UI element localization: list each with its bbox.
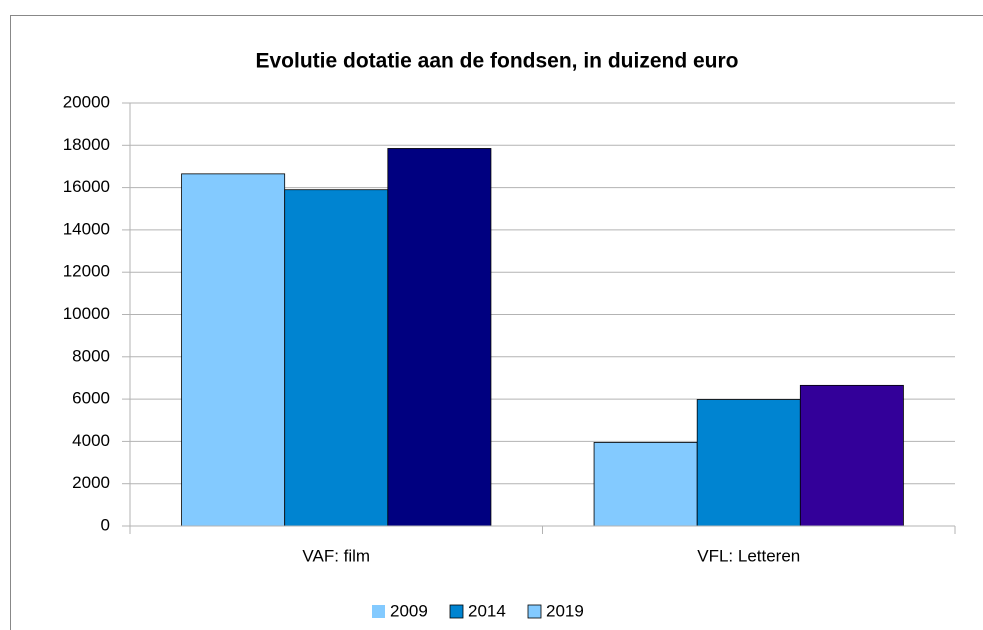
y-tick-label: 6000 bbox=[72, 389, 110, 408]
x-tick-label: VAF: film bbox=[302, 546, 370, 565]
legend-swatch bbox=[372, 605, 385, 618]
y-tick-label: 16000 bbox=[63, 177, 110, 196]
y-tick-label: 4000 bbox=[72, 431, 110, 450]
bar bbox=[387, 148, 492, 527]
y-tick-label: 14000 bbox=[63, 219, 110, 238]
y-tick-label: 18000 bbox=[63, 135, 110, 154]
bar bbox=[181, 173, 286, 527]
bar bbox=[696, 399, 801, 527]
bar bbox=[284, 189, 389, 527]
y-tick-label: 0 bbox=[101, 515, 110, 534]
chart-title: Evolutie dotatie aan de fondsen, in duiz… bbox=[255, 50, 738, 73]
legend-label: 2009 bbox=[390, 601, 428, 620]
legend-swatch bbox=[527, 604, 542, 619]
y-tick-label: 8000 bbox=[72, 346, 110, 365]
bar bbox=[799, 384, 904, 527]
y-tick-label: 2000 bbox=[72, 473, 110, 492]
legend-label: 2019 bbox=[546, 601, 584, 620]
y-tick-label: 20000 bbox=[63, 92, 110, 111]
legend-swatch bbox=[449, 604, 464, 619]
y-tick-label: 10000 bbox=[63, 304, 110, 323]
bar bbox=[593, 442, 698, 527]
x-tick-label: VFL: Letteren bbox=[697, 546, 800, 565]
legend-label: 2014 bbox=[468, 601, 506, 620]
y-tick-label: 12000 bbox=[63, 262, 110, 281]
chart-border bbox=[10, 15, 983, 630]
